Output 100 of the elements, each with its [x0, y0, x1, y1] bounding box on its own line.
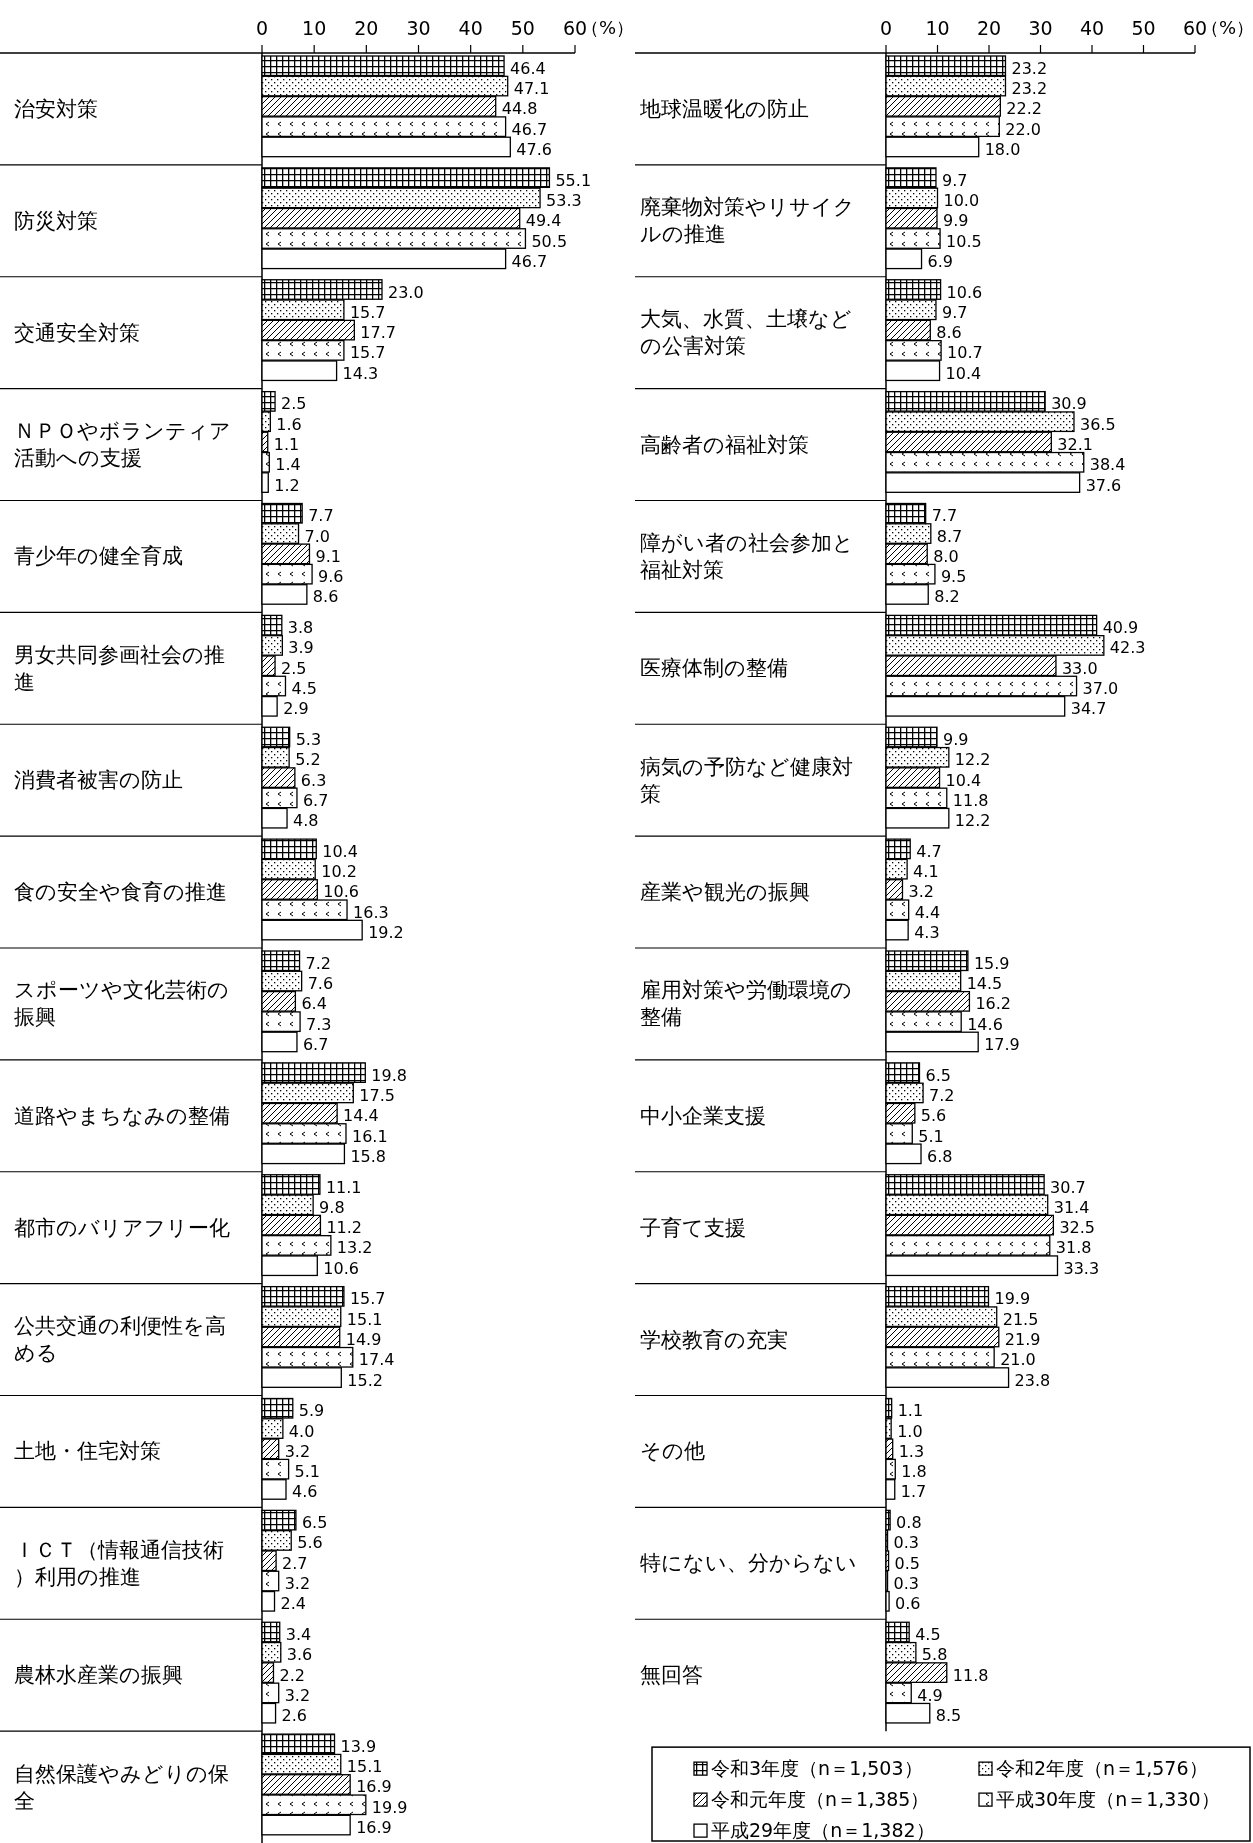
data-label: 1.2: [274, 475, 300, 495]
y-tick-label: 中小企業支援: [640, 1103, 766, 1128]
y-tick-label: 子育て支援: [640, 1215, 746, 1240]
data-label: 23.2: [1011, 79, 1048, 99]
data-label: 17.9: [984, 1034, 1020, 1054]
data-label: 47.6: [516, 139, 552, 159]
legend-label: 平成29年度（n＝1,382）: [711, 1819, 935, 1842]
data-label: 19.9: [371, 1797, 408, 1817]
data-label: 1.8: [901, 1462, 927, 1482]
data-label: 8.5: [935, 1706, 962, 1726]
data-label: 23.2: [1011, 58, 1048, 78]
data-label: 9.7: [941, 170, 968, 190]
data-label: 49.4: [525, 211, 562, 231]
data-label: 15.1: [346, 1309, 383, 1329]
data-label: 6.8: [927, 1146, 953, 1166]
data-label: 30.9: [1051, 394, 1087, 414]
data-label: 37.6: [1085, 475, 1122, 495]
data-label: 1.0: [897, 1421, 923, 1441]
data-label: 3.8: [287, 618, 314, 638]
data-label: 5.1: [294, 1462, 321, 1482]
x-tick-label: 0: [879, 17, 893, 39]
y-tick-label: その他: [640, 1439, 705, 1464]
y-tick-label: 防災対策: [14, 208, 98, 233]
data-label: 10.5: [946, 231, 982, 251]
data-label: 8.7: [936, 526, 963, 546]
y-tick-label: 地球温暖化の防止: [639, 96, 809, 121]
x-tick-label: 10: [925, 17, 950, 39]
data-label: 1.1: [273, 434, 300, 454]
y-tick-label: 大気、水質、土壌などの公害対策: [640, 307, 852, 359]
data-label: 31.8: [1055, 1238, 1092, 1258]
data-label: 4.3: [914, 923, 940, 943]
y-tick-label: 土地・住宅対策: [14, 1439, 161, 1464]
data-label: 0.6: [895, 1594, 921, 1614]
data-label: 12.2: [954, 750, 991, 770]
data-label: 4.1: [913, 862, 939, 882]
data-label: 4.9: [917, 1685, 943, 1705]
y-tick-label: 産業や観光の振興: [640, 880, 810, 905]
data-label: 16.9: [356, 1777, 392, 1797]
data-label: 5.2: [295, 750, 321, 770]
data-label: 2.2: [279, 1665, 305, 1685]
data-label: 4.4: [914, 902, 941, 922]
x-tick-label: 20: [354, 17, 379, 39]
data-label: 4.5: [915, 1625, 941, 1644]
data-label: 16.2: [975, 994, 1012, 1014]
data-label: 10.2: [321, 862, 357, 882]
data-label: 14.6: [967, 1014, 1003, 1034]
data-label: 10.0: [943, 190, 980, 210]
data-label: 15.8: [350, 1146, 387, 1166]
data-label: 53.3: [546, 190, 582, 210]
data-label: 1.1: [897, 1401, 924, 1421]
data-label: 8.0: [933, 546, 959, 566]
data-label: 34.7: [1070, 699, 1107, 719]
data-label: 1.6: [276, 414, 302, 434]
data-label: 40.9: [1102, 618, 1139, 638]
data-label: 11.8: [952, 1665, 989, 1685]
data-label: 37.0: [1082, 679, 1119, 699]
y-tick-label: 食の安全や食育の推進: [14, 880, 227, 905]
data-label: 5.9: [298, 1401, 325, 1421]
data-label: 11.1: [325, 1177, 362, 1197]
data-label: 9.6: [318, 567, 344, 587]
data-label: 5.6: [920, 1106, 947, 1126]
data-label: 6.9: [927, 251, 953, 271]
data-label: 36.5: [1079, 414, 1116, 434]
data-label: 2.5: [281, 658, 307, 678]
data-label: 7.2: [305, 953, 332, 973]
data-label: 33.0: [1061, 658, 1098, 678]
data-label: 5.8: [921, 1645, 948, 1665]
data-label: 0.5: [894, 1553, 921, 1573]
data-label: 13.9: [340, 1736, 377, 1756]
data-label: 4.7: [916, 841, 942, 861]
y-tick-label: 道路やまちなみの整備: [14, 1103, 230, 1128]
legend-label: 令和3年度（n＝1,503）: [711, 1757, 923, 1780]
data-label: 3.2: [284, 1685, 311, 1705]
legend-label: 平成30年度（n＝1,330）: [996, 1788, 1220, 1811]
data-label: 14.4: [343, 1106, 379, 1126]
data-label: 21.9: [1004, 1329, 1041, 1349]
data-label: 8.2: [934, 587, 960, 607]
y-tick-label: 治安対策: [14, 96, 98, 121]
data-label: 17.5: [359, 1085, 395, 1105]
data-label: 9.1: [315, 546, 341, 566]
data-label: 1.4: [275, 455, 301, 475]
y-tick-label: 病気の予防など健康対策: [640, 754, 853, 806]
x-tick-label: 50: [510, 17, 535, 39]
data-label: 32.5: [1059, 1218, 1095, 1238]
data-label: 15.9: [973, 953, 1010, 973]
data-label: 0.3: [893, 1533, 919, 1553]
data-label: 4.8: [293, 811, 319, 831]
data-label: 0.3: [893, 1574, 919, 1594]
x-tick-label: 30: [406, 17, 431, 39]
x-tick-label: 40: [458, 17, 483, 39]
data-label: 7.7: [308, 506, 334, 526]
data-label: 30.7: [1050, 1177, 1086, 1197]
y-tick-label: 特にない、分からない: [640, 1551, 857, 1576]
data-label: 11.8: [952, 790, 989, 810]
data-label: 10.7: [947, 343, 983, 363]
y-tick-label: ＮＰＯやボランティア活動への支援: [14, 419, 231, 471]
data-label: 22.0: [1005, 119, 1041, 139]
data-label: 42.3: [1109, 638, 1146, 658]
data-label: 5.1: [918, 1126, 944, 1146]
data-label: 50.5: [531, 231, 568, 251]
